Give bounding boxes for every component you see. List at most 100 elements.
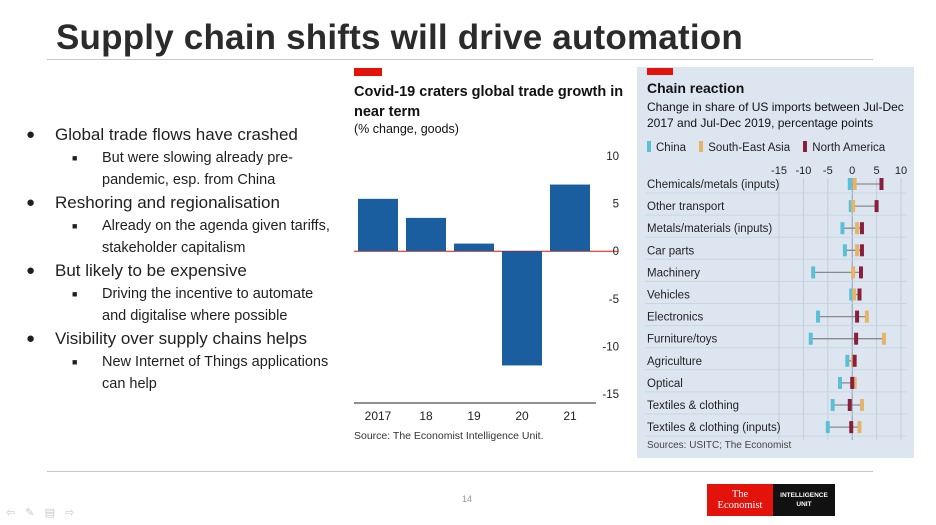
bullet-dot-icon: ● [26,262,36,279]
legend-label: China [656,142,687,154]
marker-china [838,376,842,389]
chart1-accent-tab [354,68,382,76]
chart2-panel [637,67,914,458]
marker-south-east-asia [852,288,857,301]
marker-south-east-asia [851,266,856,279]
marker-north-america [852,354,857,367]
y-tick-label: 10 [606,151,619,163]
marker-china [845,354,850,367]
marker-north-america [879,178,884,190]
chart2-subtitle: Change in share of US imports between Ju… [647,100,904,130]
logo-text: UNIT [796,501,812,508]
forward-arrow-icon[interactable]: ⇨ [65,507,75,519]
row-label: Metals/materials (inputs) [647,223,772,235]
sub-bullet-square-icon: ■ [72,289,78,299]
x-tick-label: -10 [795,165,811,177]
bullet-text: But likely to be expensive [55,261,247,280]
row-label: Electronics [647,312,703,324]
marker-north-america [858,266,863,279]
row-label: Machinery [647,267,700,279]
economist-eiu-logo: The Economist INTELLIGENCE UNIT [707,484,835,516]
bullet-item: ● Reshoring and regionalisation [26,192,336,214]
marker-china [840,222,845,235]
sub-bullet-item: ■ New Internet of Things applications can… [26,351,336,395]
x-tick-label: 19 [467,409,481,423]
row-label: Other transport [647,201,725,213]
bar [550,184,590,252]
legend-label: North America [812,142,886,154]
row-label: Textiles & clothing (inputs) [647,422,781,434]
marker-china [847,178,852,190]
bullet-item: ● But likely to be expensive [26,260,336,282]
marker-north-america [850,376,855,389]
marker-south-east-asia [864,310,869,323]
y-tick-label: -5 [609,294,619,306]
marker-north-america [854,332,859,345]
row-label: Agriculture [647,356,702,368]
row-label: Car parts [647,245,695,257]
marker-china [808,332,813,345]
bullet-item: ● Visibility over supply chains helps [26,328,336,350]
page-number: 14 [462,494,473,504]
row-label: Optical [647,378,683,390]
bullet-text: Reshoring and regionalisation [55,193,280,212]
x-tick-label: -5 [823,165,833,177]
bar [406,217,446,252]
sub-bullet-item: ■ But were slowing already pre-pandemic, … [26,147,336,191]
trade-growth-bar-chart: 10 5 0 -5 -10 -15 2017 18 19 20 21 [354,151,619,423]
marker-south-east-asia [851,200,856,213]
economist-logo: The Economist [707,484,773,516]
chart1-subtitle: (% change, goods) [354,122,459,136]
marker-south-east-asia [855,222,860,235]
bullet-text: Global trade flows have crashed [55,125,298,144]
pen-icon[interactable]: ✎ [25,507,35,519]
logo-text: Economist [717,500,763,511]
legend-item-north-america: North America [803,141,885,154]
x-tick-label: -15 [771,165,787,177]
marker-china [830,399,835,411]
x-tick-label: 5 [874,165,880,177]
legend-swatch [699,141,704,152]
menu-icon[interactable]: ▤ [44,507,55,519]
row-label: Vehicles [647,290,690,302]
chart1-title: Covid-19 craters global trade growth in … [354,84,624,120]
marker-china [816,310,821,323]
marker-north-america [847,399,852,411]
y-tick-label: 5 [613,199,619,211]
marker-south-east-asia [859,399,864,411]
bar [358,198,398,252]
slide-title: Supply chain shifts will drive automatio… [56,18,743,57]
bullet-item: ● Global trade flows have crashed [26,124,336,146]
x-tick-label: 18 [419,409,433,423]
y-tick-label: 0 [613,246,619,258]
footer-divider [47,471,873,472]
marker-south-east-asia [855,244,860,257]
marker-north-america [849,421,854,434]
marker-north-america [855,310,860,323]
slide-nav-controls: ⇦ ✎ ▤ ⇨ [6,506,81,519]
marker-china [825,421,830,434]
marker-north-america [857,288,862,301]
marker-north-america [874,200,879,213]
bullet-text: Visibility over supply chains helps [55,329,307,348]
row-label: Furniture/toys [647,334,718,346]
row-label: Chemicals/metals (inputs) [647,179,779,191]
bar [454,243,494,252]
import-share-dot-chart: -15 -10 -5 0 5 10 Chemicals/metals (inputs) Oth… [645,165,907,440]
x-tick-label: 0 [849,165,855,177]
sub-bullet-text: New Internet of Things applications can … [102,354,329,392]
sub-bullet-square-icon: ■ [72,153,78,163]
sub-bullet-item: ■ Driving the incentive to automate and d… [26,283,336,327]
marker-south-east-asia [857,421,862,434]
title-divider [47,59,873,60]
marker-china [848,200,853,213]
marker-south-east-asia [852,376,857,389]
sub-bullet-text: Already on the agenda given tariffs, sta… [102,218,330,256]
row-label: Textiles & clothing [647,400,739,412]
marker-china [811,266,816,279]
marker-north-america [859,222,864,235]
sub-bullet-text: But were slowing already pre-pandemic, e… [102,150,294,188]
logo-text: INTELLIGENCE [780,492,828,499]
chart2-title: Chain reaction [647,80,745,96]
back-arrow-icon[interactable]: ⇦ [6,507,16,519]
